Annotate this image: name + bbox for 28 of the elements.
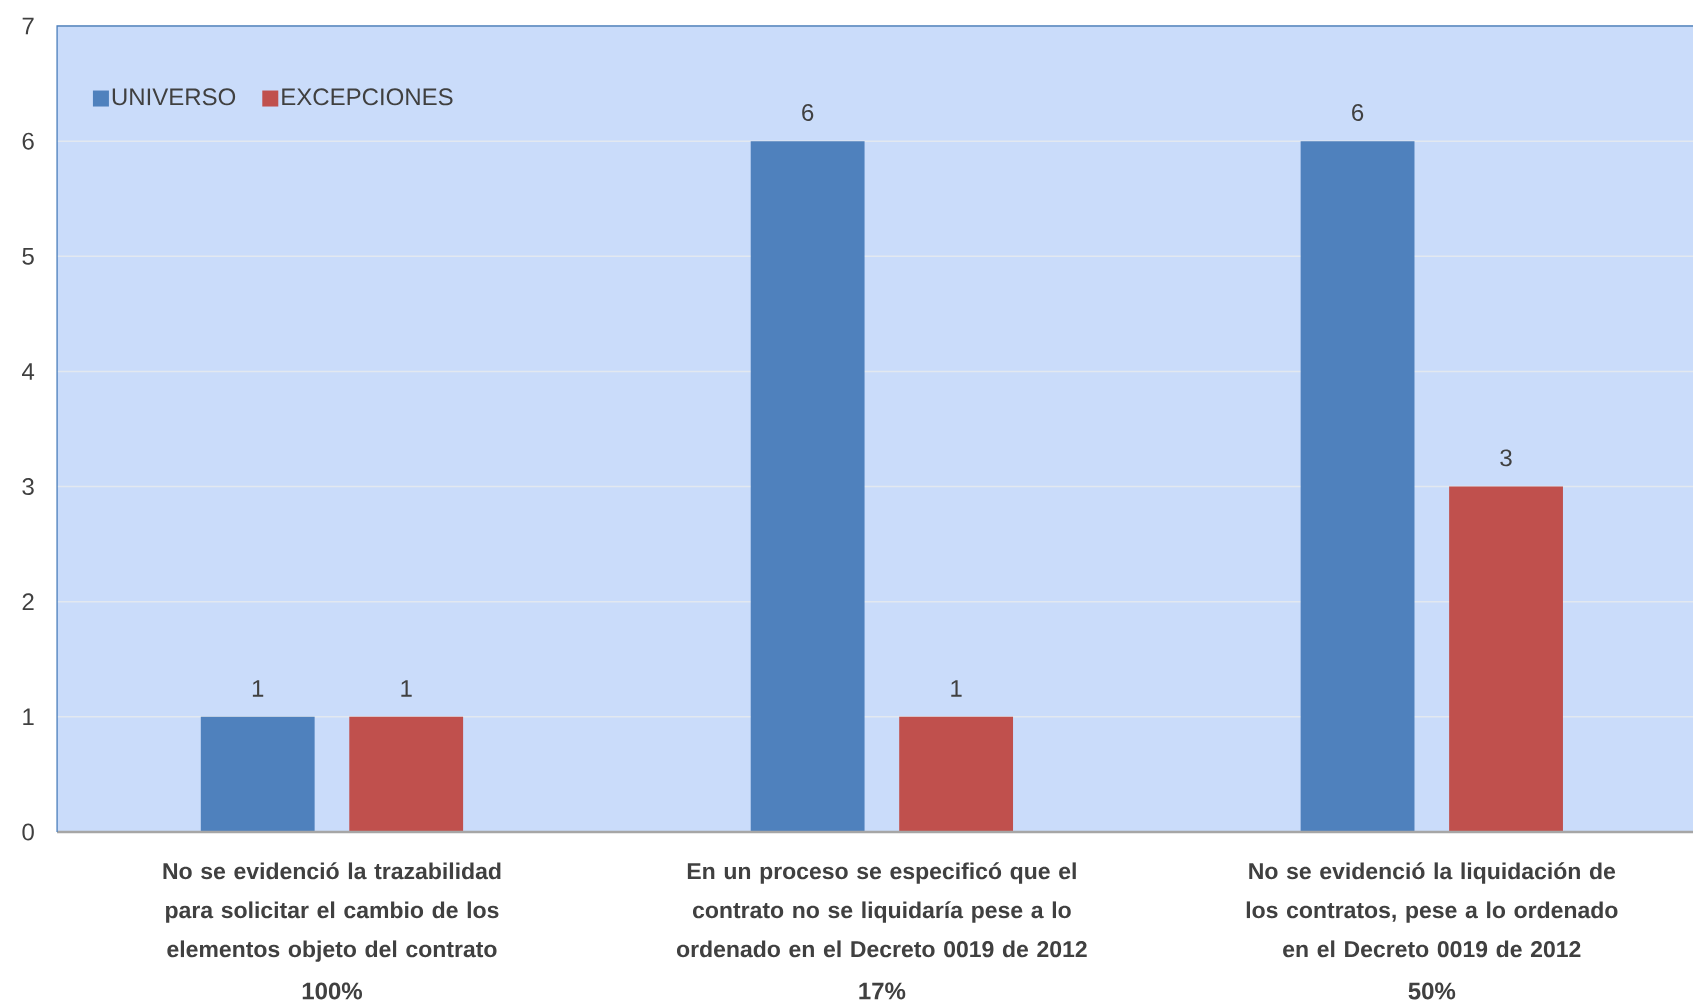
y-tick-label: 7 [22,17,34,35]
legend-label: UNIVERSO [112,88,236,106]
text: 50% [1408,982,1456,1000]
x-tick-label: No se evidenció la liquidación de los contratos, pese a lo ordenado en el Decreto 0019 de 2012 [1246,862,1618,958]
bar [899,716,1014,832]
y-tick-label: 1 [23,708,34,726]
bar [349,716,464,832]
data-label: 1 [252,680,264,697]
bar [200,716,315,832]
x-tick-label: No se evidenció la trazabilidad para solicitar el cambio de los elementos objeto del contrato [163,862,501,962]
legend-label: EXCEPCIONES [282,88,453,106]
text: 100% [302,982,362,1000]
y-tick-label: 2 [22,593,34,611]
data-label: 6 [802,103,814,121]
bar [1300,141,1415,832]
data-label: 1 [951,680,962,697]
bar [1449,486,1563,832]
y-tick-label: 5 [22,247,34,265]
y-tick-label: 4 [22,363,35,380]
x-tick-label: En un proceso se especificó que el contrato no se liquidaría pese a lo ordenado en el Decreto 0019 de 2012 [676,862,1087,958]
y-tick-label: 6 [22,132,34,150]
y-tick-label: 3 [22,478,34,496]
y-tick-label: 0 [22,823,34,841]
bar [750,141,865,832]
text: 17% [859,982,906,1000]
data-label: 3 [1500,449,1512,467]
data-label: 1 [401,680,412,697]
data-label: 6 [1352,103,1364,121]
